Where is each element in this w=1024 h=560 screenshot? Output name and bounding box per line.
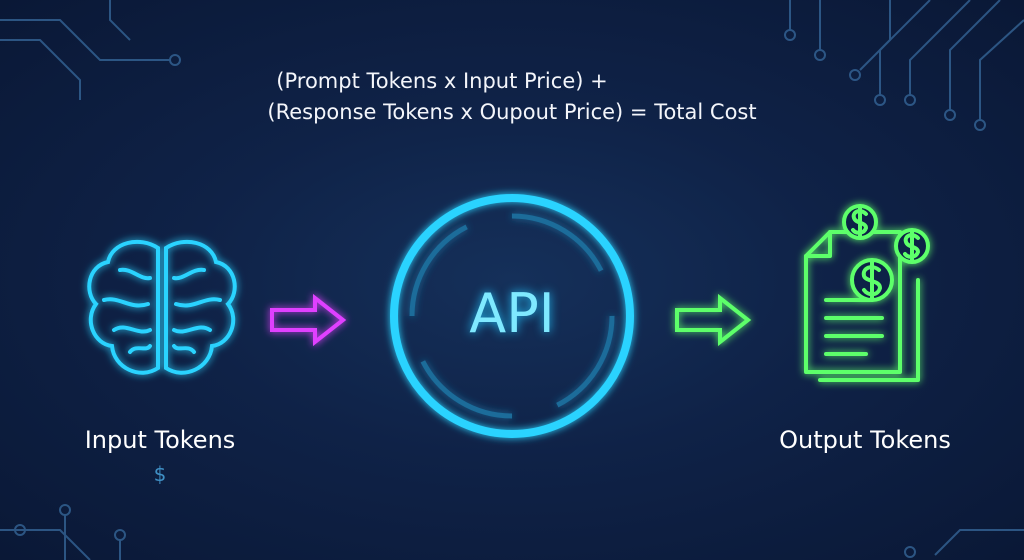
arrow-right-icon [270,293,347,347]
output-tokens-label: Output Tokens [779,426,951,454]
document-dollar-icon [804,204,930,382]
formula-line-1: (Prompt Tokens x Input Price) + [276,69,608,93]
brain-icon [87,239,237,375]
input-tokens-label: Input Tokens [84,426,236,454]
cost-formula: (Prompt Tokens x Input Price) + (Respons… [0,66,1024,128]
formula-line-2: (Response Tokens x Oupout Price) = Total… [267,100,757,124]
dollar-icon: $ [153,462,167,486]
api-circle [390,194,634,438]
api-label: API [469,282,555,345]
arrow-right-icon [675,293,752,347]
